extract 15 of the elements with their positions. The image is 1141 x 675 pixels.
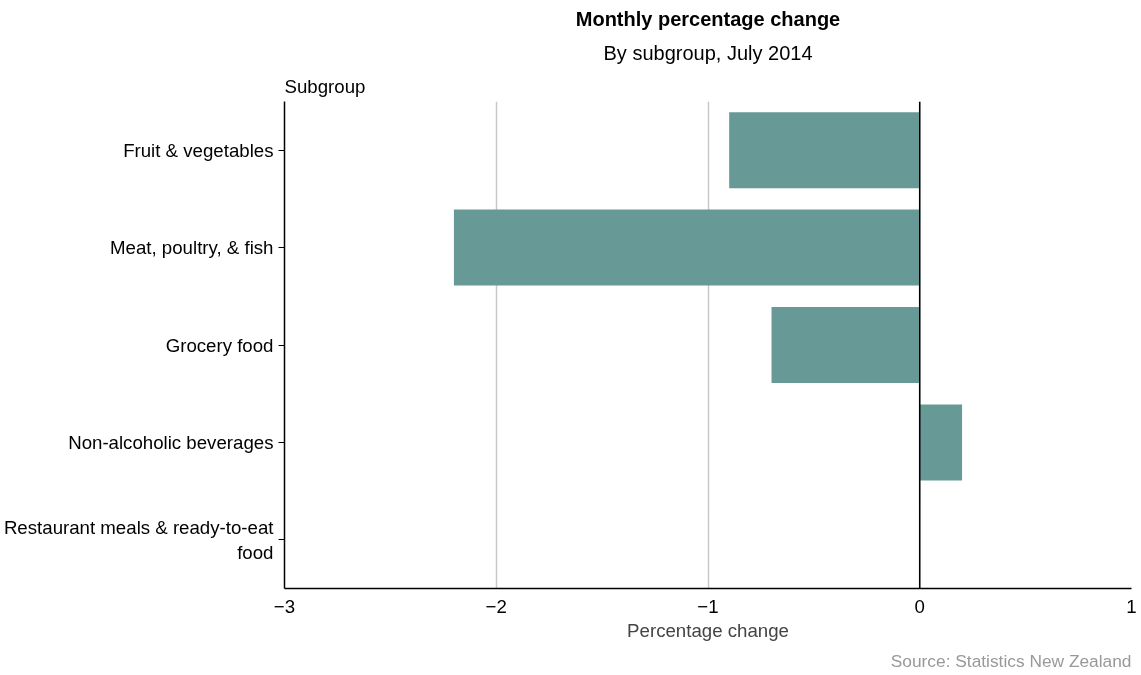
y-tick-label: Fruit & vegetables [123, 139, 274, 161]
x-tick-label: −1 [697, 595, 719, 617]
chart-title: Monthly percentage change [575, 7, 841, 30]
y-tick-label: Grocery food [165, 334, 274, 356]
source-note: Source: Statistics New Zealand [890, 650, 1132, 671]
x-tick-label: 0 [914, 595, 925, 617]
x-tick-label: 1 [1126, 595, 1137, 617]
x-tick-label: −2 [485, 595, 507, 617]
y-tick-label: Restaurant meals & ready-to-eat food [3, 516, 275, 563]
y-tick-label: Meat, poultry, & fish [110, 237, 274, 259]
x-axis-title: Percentage change [627, 619, 789, 641]
x-tick-label: −3 [273, 595, 296, 617]
y-axis-title: Subgroup [284, 75, 366, 97]
y-tick-label: Non-alcoholic beverages [68, 431, 274, 453]
chart-subtitle: By subgroup, July 2014 [603, 41, 813, 64]
